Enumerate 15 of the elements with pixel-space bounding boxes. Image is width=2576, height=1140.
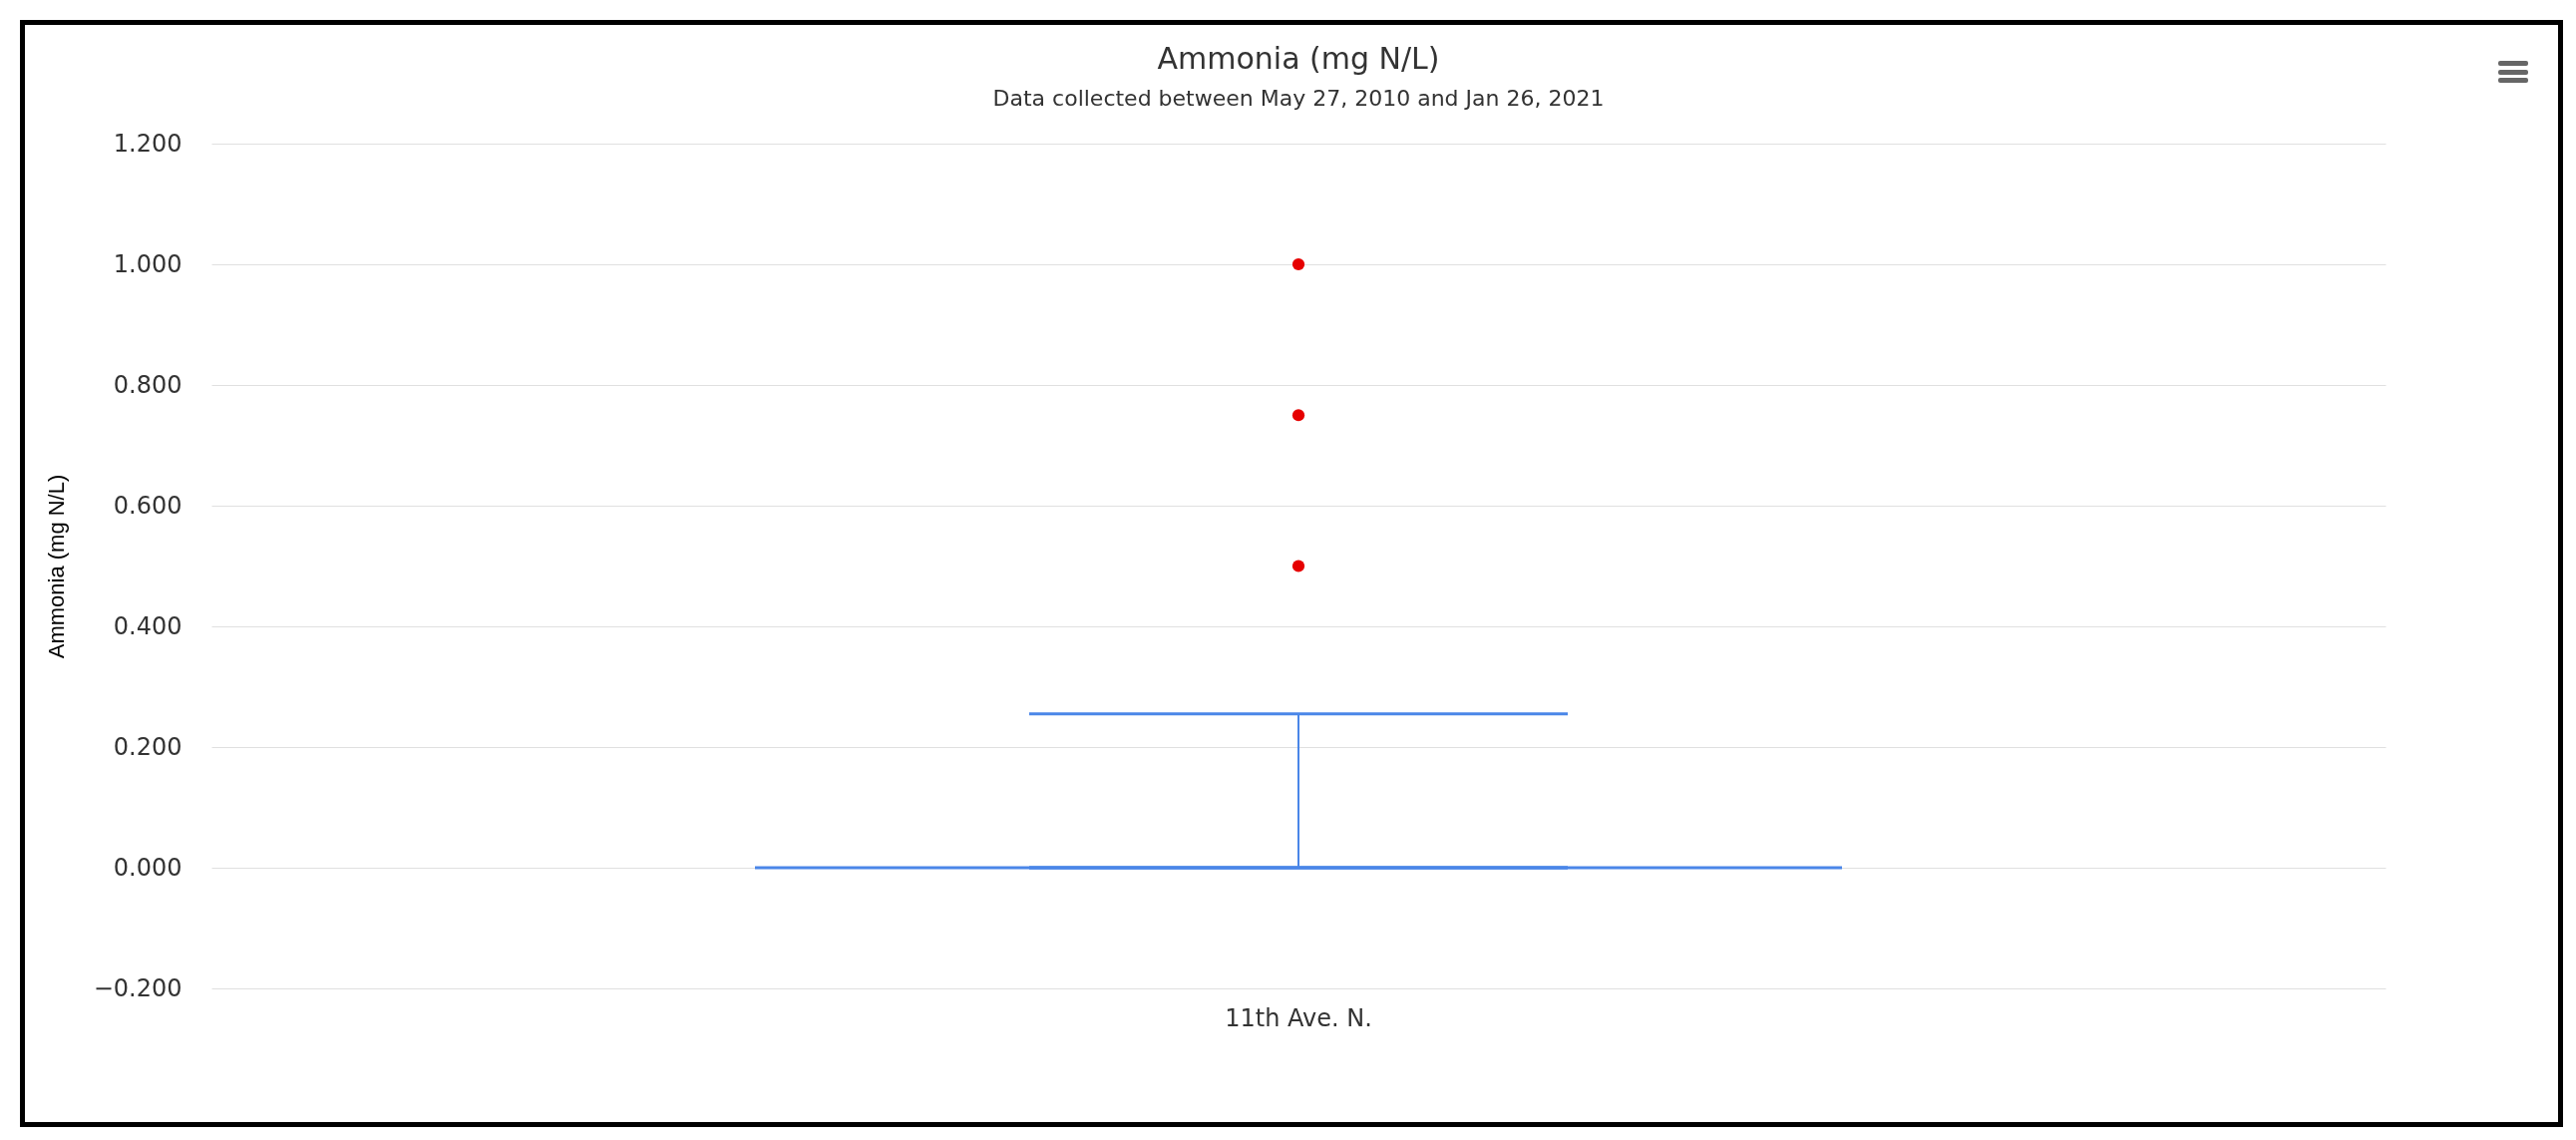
y-tick-label: 0.200: [113, 732, 183, 761]
y-tick-label: 0.600: [113, 491, 183, 520]
y-tick-label: 1.000: [113, 249, 183, 278]
point: [1291, 409, 1305, 422]
y-axis-title: Ammonia (mg N/L): [43, 474, 69, 659]
point: [1291, 560, 1305, 572]
chart-subtitle: Data collected between May 27, 2010 and Jan 26, 2021: [992, 86, 1605, 111]
x-tick-label: 11th Ave. N.: [1225, 1003, 1372, 1032]
chart-title: Ammonia (mg N/L): [1157, 41, 1440, 76]
y-tick-label: 0.000: [113, 853, 183, 882]
y-tick-label: 0.400: [113, 611, 183, 640]
y-tick-label: 0.800: [113, 370, 183, 399]
y-tick-label: 1.200: [113, 129, 183, 158]
y-tick-label: −0.200: [93, 973, 183, 1002]
point: [1291, 257, 1305, 271]
